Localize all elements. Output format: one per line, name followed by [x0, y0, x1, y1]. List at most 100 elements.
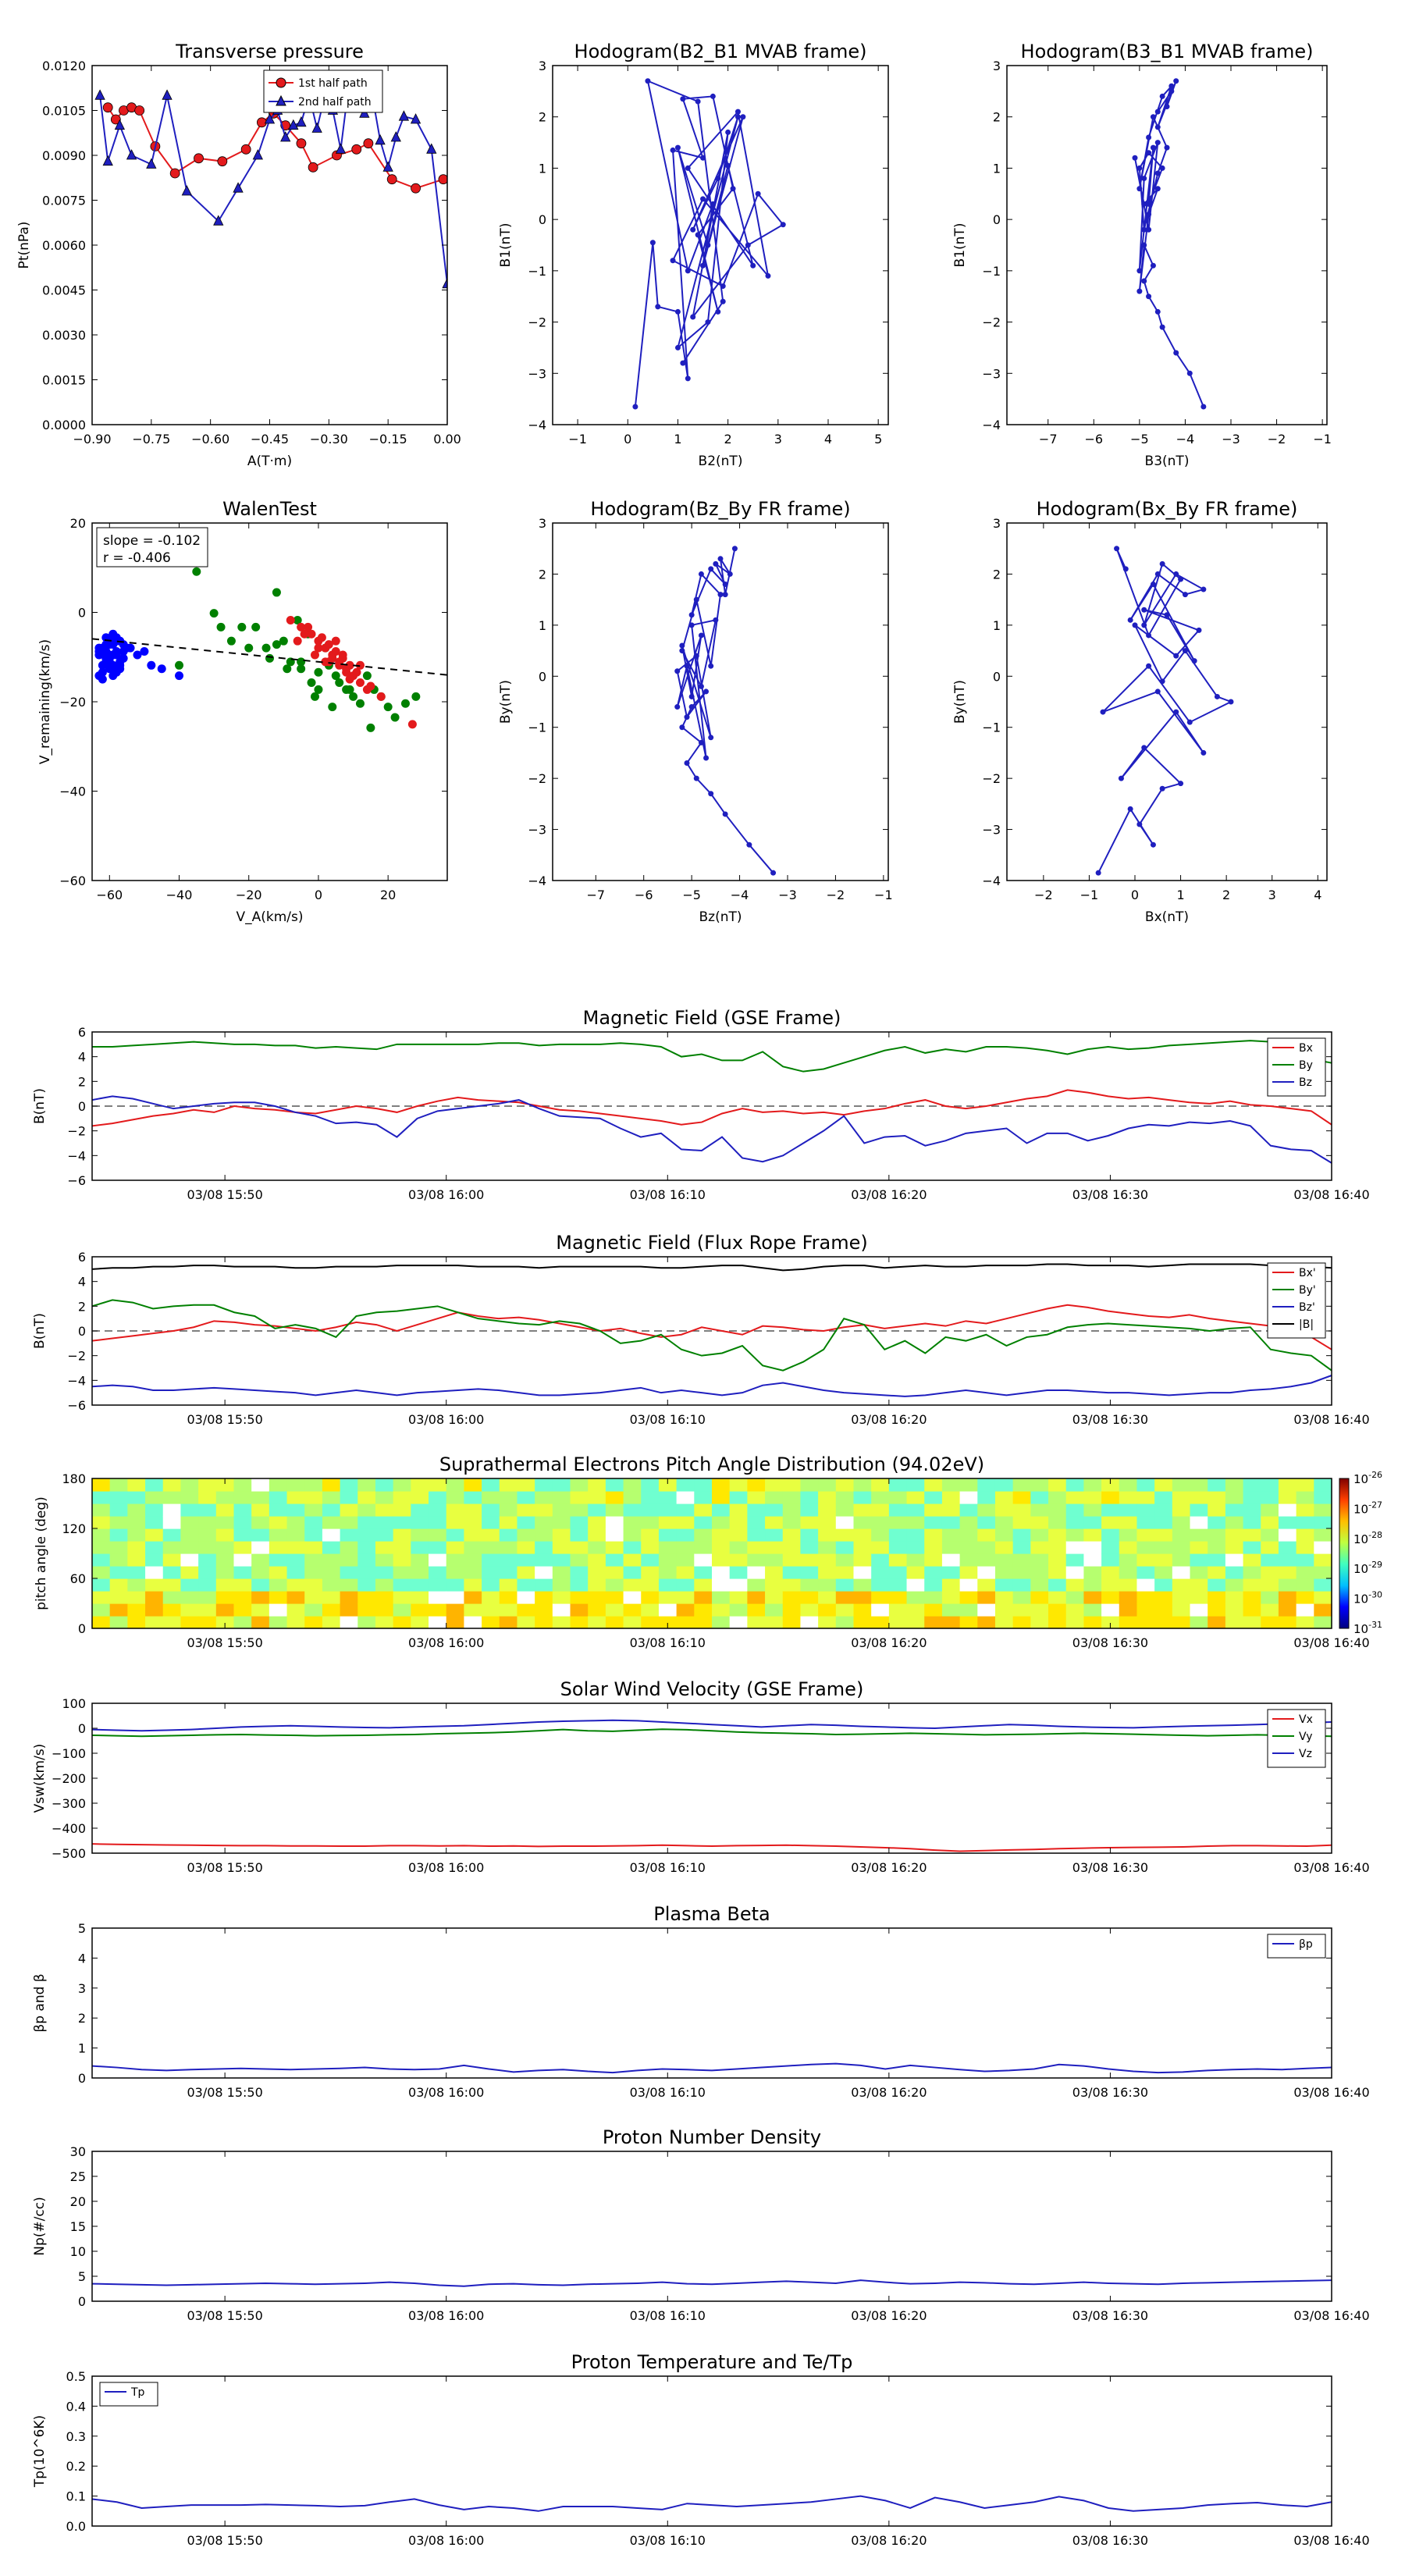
vsw-legend-label: Vz: [1299, 1748, 1312, 1760]
pad-cell: [464, 1541, 482, 1554]
pad-cell: [924, 1491, 943, 1504]
pad-cell: [1030, 1566, 1049, 1579]
pad-cell: [694, 1503, 713, 1517]
pad-cell: [1083, 1578, 1102, 1592]
pad-cell: [694, 1566, 713, 1579]
pad-cell: [694, 1603, 713, 1617]
pad-cell: [180, 1491, 199, 1504]
h2-xtick-label: −2: [1268, 432, 1286, 447]
pad-cell: [924, 1566, 943, 1579]
pad-cell: [552, 1541, 571, 1554]
h4-series-0-point: [1127, 806, 1133, 812]
pad-cell: [588, 1553, 606, 1567]
pad-cell: [375, 1578, 394, 1592]
h4-series-0-point: [1159, 678, 1165, 685]
pad-cell: [1048, 1578, 1067, 1592]
pad-cell: [127, 1553, 146, 1567]
h1-series-0-point: [700, 155, 706, 161]
pad-cell: [676, 1503, 695, 1517]
pad-cell: [1225, 1491, 1244, 1504]
pad-cell: [818, 1478, 837, 1492]
pad-cell: [641, 1566, 660, 1579]
pad-cell: [800, 1603, 819, 1617]
pad-cell: [464, 1616, 482, 1629]
pad-cell: [765, 1491, 784, 1504]
pad-cell: [393, 1528, 411, 1542]
h4-series-0-point: [1178, 781, 1184, 787]
tp-title: Transverse pressure: [175, 41, 364, 62]
pad-cell: [977, 1603, 996, 1617]
pad-cell: [1012, 1516, 1031, 1529]
tp-series-0-point: [134, 105, 145, 116]
pad-cell: [924, 1478, 943, 1492]
pad-cell: [145, 1616, 164, 1629]
pad-cell: [446, 1516, 464, 1529]
h2-ytick-label: 1: [993, 161, 1001, 176]
tp-xtick-label: −0.60: [191, 432, 229, 447]
mf_gse-legend: Bx By Bz: [1267, 1037, 1326, 1097]
pad-cell: [1083, 1603, 1102, 1617]
h3-series-0-point: [731, 546, 738, 552]
pad-cell: [215, 1541, 235, 1554]
pad-cell: [233, 1516, 252, 1529]
walen-series-2-point: [304, 622, 313, 632]
h1-ytick-label: 2: [539, 110, 546, 125]
pad-cell: [871, 1603, 890, 1617]
beta-xtick-label: 03/08 15:50: [187, 2085, 262, 2100]
temp-legend-box: [99, 2382, 158, 2407]
mf_fr-legend-label: Bx': [1299, 1267, 1316, 1279]
pad-cell: [941, 1516, 961, 1529]
tp-series-0-point: [240, 144, 251, 155]
pad-cell: [1154, 1578, 1173, 1592]
pad-cell: [286, 1503, 305, 1517]
h2-series-0-point: [1146, 226, 1152, 233]
pad-cell: [1278, 1591, 1297, 1604]
h4-frame: [1006, 522, 1328, 881]
pad-cell: [1314, 1553, 1332, 1567]
h2-series-0-point: [1136, 268, 1143, 274]
pad-cell: [1065, 1478, 1084, 1492]
pad-cell: [552, 1616, 571, 1629]
pad-cell: [1190, 1491, 1208, 1504]
pad-cell: [994, 1578, 1014, 1592]
pad-cell: [269, 1478, 288, 1492]
pad-cell: [1225, 1541, 1244, 1554]
pad-cell: [1314, 1591, 1332, 1604]
pad-cell: [1172, 1516, 1191, 1529]
h4-ytick-label: 1: [993, 618, 1001, 633]
walen-title: WalenTest: [222, 498, 317, 520]
pad-cell: [641, 1528, 660, 1542]
pad-cell: [605, 1491, 624, 1504]
pad-cell: [411, 1603, 429, 1617]
pad-cell: [1208, 1491, 1226, 1504]
pad-cell: [959, 1578, 978, 1592]
h3-xtick-label: −2: [827, 888, 845, 902]
walen-series-1-point: [355, 699, 365, 708]
pad-cell: [180, 1566, 199, 1579]
pad-cell: [162, 1616, 182, 1629]
h3-xtick-label: −1: [874, 888, 893, 902]
walen-series-2-point: [300, 629, 309, 639]
pad-cell: [429, 1516, 447, 1529]
h1-series-0-point: [710, 201, 716, 207]
h2-frame: [1006, 65, 1328, 425]
pad-cell: [906, 1541, 925, 1554]
pad-cell: [1278, 1616, 1297, 1629]
pad-cell: [588, 1478, 606, 1492]
pad-cell: [800, 1616, 819, 1629]
tp-series-1-point: [146, 158, 157, 169]
pad-cell: [1261, 1616, 1279, 1629]
pad-cell: [1101, 1553, 1120, 1567]
tp-series-1-point: [375, 133, 386, 145]
pad-cell: [835, 1516, 855, 1529]
h4-marks: [1095, 546, 1234, 876]
walen-series-1-point: [293, 616, 302, 625]
pad-xtick-label: 03/08 16:10: [630, 1635, 706, 1650]
pad-cell: [464, 1578, 482, 1592]
pad-cell: [871, 1553, 890, 1567]
pad-cell: [1314, 1478, 1332, 1492]
pad-cell: [712, 1528, 731, 1542]
pad-cell: [888, 1566, 908, 1579]
pad-colorbar-bar: [1339, 1478, 1350, 1629]
pad-cell: [605, 1478, 624, 1492]
